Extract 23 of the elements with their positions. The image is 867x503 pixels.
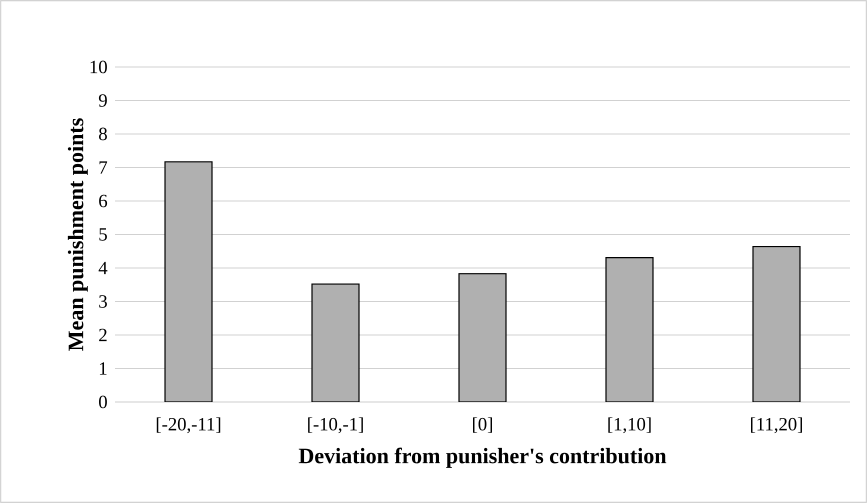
y-tick-label: 2 bbox=[99, 328, 107, 342]
x-tick-label: [1,10] bbox=[608, 417, 651, 434]
bar bbox=[605, 257, 654, 402]
bar bbox=[458, 273, 507, 402]
bar bbox=[311, 283, 360, 402]
y-tick-label: 1 bbox=[100, 362, 107, 375]
x-tick-label: [11,20] bbox=[751, 417, 802, 434]
y-tick-label: 6 bbox=[99, 194, 108, 208]
x-tick-label: [-10,-1] bbox=[308, 417, 363, 434]
y-tick-label: 3 bbox=[99, 295, 107, 308]
y-tick-label: 9 bbox=[98, 94, 107, 107]
y-tick-label: 5 bbox=[99, 228, 107, 241]
x-tick-label: [0] bbox=[473, 417, 492, 433]
y-axis-title: Mean punishment points bbox=[68, 118, 88, 351]
y-tick-label: 0 bbox=[99, 396, 107, 408]
y-tick-label: 8 bbox=[99, 128, 107, 140]
x-tick-label: [-20,-11] bbox=[156, 417, 220, 434]
y-tick-label: 7 bbox=[100, 161, 108, 174]
x-axis-title: Deviation from punisher's contribution bbox=[298, 448, 666, 468]
bar bbox=[752, 246, 801, 402]
y-tick-label: 10 bbox=[90, 60, 107, 74]
bar bbox=[164, 161, 213, 402]
y-tick-label: 4 bbox=[98, 262, 108, 274]
